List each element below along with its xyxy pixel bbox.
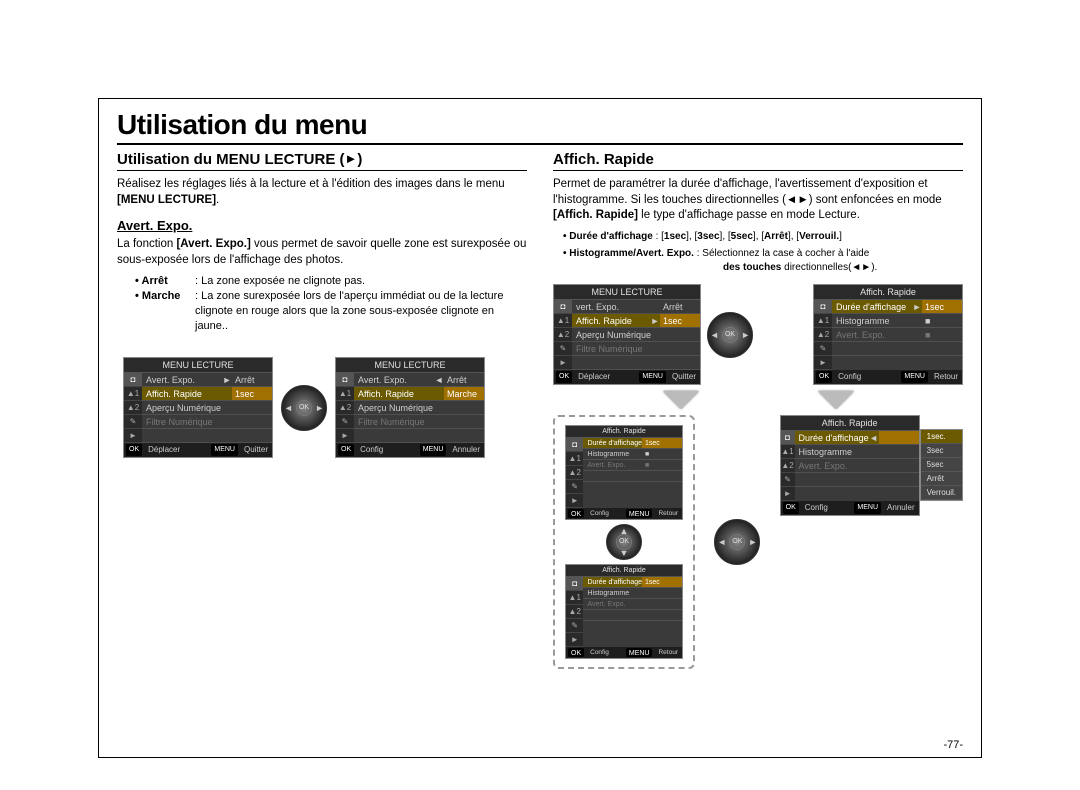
right-heading: Afﬁch. Rapide <box>553 151 963 171</box>
b1-label: • Durée d'afﬁchage <box>563 231 653 242</box>
left-intro-2: . <box>216 194 219 206</box>
lcd-e-group: Affich. Rapide◘▲1▲2✎►Durée d'affichage◄H… <box>780 415 963 516</box>
avert-expo-heading: Avert. Expo. <box>117 218 527 233</box>
b2-text: : Sélectionnez la case à cocher à l'aide <box>694 248 869 259</box>
arrow-row-1 <box>553 385 963 415</box>
left-screens-cluster: MENU LECTURE◘▲1▲2✎►Avert. Expo.►ArrêtAff… <box>123 357 527 458</box>
right-intro: Permet de paramétrer la durée d'affichag… <box>553 177 963 224</box>
bullet-histo: • Histogramme/Avert. Expo. : Sélectionne… <box>563 247 963 274</box>
dial-icon: ◄► <box>281 385 327 431</box>
dial-icon: ◄► <box>707 312 753 358</box>
ae-intro-bold: [Avert. Expo.] <box>176 238 250 250</box>
avert-expo-intro: La fonction [Avert. Expo.] vous permet d… <box>117 237 527 268</box>
lcd-left-1: MENU LECTURE◘▲1▲2✎►Avert. Expo.►ArrêtAff… <box>123 357 273 458</box>
def-arret: • Arrêt : La zone exposée ne clignote pa… <box>135 274 527 289</box>
lcd-right-a: MENU LECTURE◘▲1▲2✎►vert. Expo.ArrêtAffic… <box>553 284 701 385</box>
left-intro-1: Réalisez les réglages liés à la lecture … <box>117 178 505 190</box>
down-arrow-icon <box>663 391 699 409</box>
left-heading: Utilisation du MENU LECTURE (►) <box>117 151 527 171</box>
left-intro: Réalisez les réglages liés à la lecture … <box>117 177 527 208</box>
right-column: Afﬁch. Rapide Permet de paramétrer la du… <box>553 151 963 669</box>
bullet-duree: • Durée d'afﬁchage : [1sec], [3sec], [5s… <box>563 230 963 244</box>
lcd-left-2: MENU LECTURE◘▲1▲2✎►Avert. Expo.◄ArrêtAff… <box>335 357 485 458</box>
left-intro-bold: [MENU LECTURE] <box>117 194 216 206</box>
b1-options: 1sec], [3sec], [5sec], [Arrêt], [Verroui… <box>664 231 842 242</box>
right-top-cluster: MENU LECTURE◘▲1▲2✎►vert. Expo.ArrêtAffic… <box>553 284 963 385</box>
def-marche-key: • Marche <box>135 289 187 334</box>
two-columns: Utilisation du MENU LECTURE (►) Réalisez… <box>117 151 963 669</box>
right-intro-bold: [Afﬁch. Rapide] <box>553 209 638 221</box>
left-heading-close: ) <box>357 151 362 168</box>
dial-icon: ◄► <box>714 519 760 565</box>
left-column: Utilisation du MENU LECTURE (►) Réalisez… <box>117 151 527 669</box>
right-intro-1: Permet de paramétrer la durée d'affichag… <box>553 178 942 206</box>
lcd-right-d: Affich. Rapide◘▲1▲2✎►Durée d'affichage1s… <box>565 564 683 659</box>
b2-line2: des touches directionnelles(◄►). <box>723 262 877 273</box>
title-rule <box>117 143 963 145</box>
down-arrow-icon <box>818 391 854 409</box>
right-bullets: • Durée d'afﬁchage : [1sec], [3sec], [5s… <box>563 230 963 275</box>
lcd-right-c: Affich. Rapide◘▲1▲2✎►Durée d'affichage1s… <box>565 425 683 520</box>
def-arret-key: • Arrêt <box>135 274 187 289</box>
dial-icon: ▲▼ <box>606 524 642 560</box>
b2-d: directionnelles(◄►). <box>784 262 877 273</box>
right-intro-2: le type d'affichage passe en mode Lectur… <box>638 209 860 221</box>
b2-c: des touches <box>723 262 784 273</box>
stacked-screens: Affich. Rapide◘▲1▲2✎►Durée d'affichage1s… <box>565 425 683 659</box>
lcd-right-e: Affich. Rapide◘▲1▲2✎►Durée d'affichage◄H… <box>780 415 920 516</box>
play-icon: ► <box>345 151 358 166</box>
page-title: Utilisation du menu <box>117 109 963 141</box>
b1-sep: : [ <box>653 231 664 242</box>
lcd-right-b: Affich. Rapide◘▲1▲2✎►Durée d'affichage►1… <box>813 284 963 385</box>
page-number: -77- <box>943 739 963 751</box>
left-heading-text: Utilisation du MENU LECTURE ( <box>117 151 345 168</box>
manual-page: Utilisation du menu Utilisation du MENU … <box>98 98 982 758</box>
def-marche: • Marche : La zone surexposée lors de l'… <box>135 289 527 334</box>
option-column: 1sec.3sec5secArrêtVerrouil. <box>920 429 963 501</box>
right-mid-cluster: Affich. Rapide◘▲1▲2✎►Durée d'affichage1s… <box>553 415 963 669</box>
dashed-group: Affich. Rapide◘▲1▲2✎►Durée d'affichage1s… <box>553 415 695 669</box>
b2-label: • Histogramme/Avert. Expo. <box>563 248 694 259</box>
def-arret-val: : La zone exposée ne clignote pas. <box>195 274 527 289</box>
def-marche-val: : La zone surexposée lors de l'aperçu im… <box>195 289 527 334</box>
ae-intro-a: La fonction <box>117 238 176 250</box>
